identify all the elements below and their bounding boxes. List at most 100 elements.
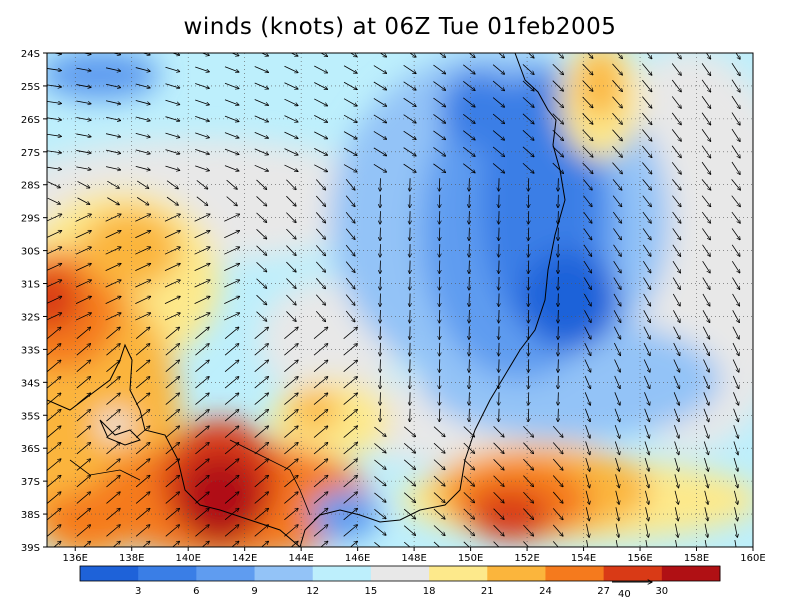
wind-arrow	[224, 263, 239, 272]
wind-arrow	[673, 392, 679, 405]
wind-arrow	[374, 443, 386, 452]
wind-arrow	[315, 179, 325, 190]
wind-arrow	[613, 293, 621, 306]
wind-vectors	[47, 53, 741, 547]
wind-arrow	[47, 280, 61, 288]
wind-arrow	[284, 409, 298, 422]
wind-arrow	[645, 490, 648, 505]
wind-arrow	[135, 459, 150, 471]
lat-tick-label: 32S	[21, 312, 40, 323]
wind-arrow	[254, 344, 269, 356]
wind-arrow	[47, 263, 61, 271]
wind-arrow	[673, 310, 680, 322]
colorbar-swatch	[370, 566, 430, 581]
wind-arrow	[76, 344, 91, 356]
colorbar-swatch	[254, 566, 314, 581]
wind-arrow	[498, 53, 504, 58]
wind-arrow	[612, 211, 621, 223]
wind-arrow	[642, 63, 652, 76]
wind-arrow	[583, 260, 592, 273]
wind-arrow	[224, 344, 239, 356]
wind-arrow	[582, 113, 593, 124]
wind-arrow	[254, 475, 269, 488]
wind-arrow	[195, 426, 209, 438]
wind-arrow	[284, 492, 298, 504]
lon-tick-label: 156E	[627, 553, 652, 564]
colorbar-label: 9	[251, 586, 257, 597]
wind-arrow	[256, 261, 267, 272]
wind-arrow	[135, 377, 150, 389]
wind-arrow	[552, 491, 563, 503]
wind-arrow	[286, 311, 296, 321]
wind-arrow	[493, 524, 504, 536]
wind-arrow	[613, 310, 621, 322]
wind-arrow	[76, 492, 91, 504]
wind-arrow	[315, 245, 325, 255]
wind-arrow	[76, 166, 91, 170]
wind-arrow	[583, 293, 591, 306]
wind-arrow	[142, 541, 150, 547]
wind-arrow	[731, 195, 741, 207]
wind-arrow	[313, 492, 328, 504]
wind-arrow	[194, 247, 210, 255]
lat-tick-label: 30S	[21, 247, 40, 258]
latitude-labels: 24S 25S 26S 27S 28S 29S 30S 31S 32S 33S 34S 35S 36S 3…	[21, 49, 47, 554]
wind-arrow	[76, 475, 91, 488]
wind-arrow	[733, 490, 737, 505]
reference-vector-label: 40	[618, 589, 631, 600]
wind-arrow	[254, 66, 269, 73]
wind-arrow	[47, 360, 61, 372]
wind-arrow	[701, 112, 711, 125]
wind-arrow	[254, 115, 269, 122]
wind-arrow	[343, 459, 358, 471]
wind-arrow	[701, 96, 711, 108]
lon-tick-label: 140E	[175, 553, 200, 564]
colorbar-label: 27	[597, 586, 610, 597]
wind-arrow	[584, 310, 591, 322]
wind-arrow	[47, 181, 61, 188]
colorbar-label: 21	[481, 586, 494, 597]
wind-arrow	[615, 540, 618, 547]
wind-arrow	[165, 442, 180, 455]
wind-arrow	[313, 377, 328, 389]
wind-arrow	[612, 63, 622, 75]
wind-arrow	[433, 163, 445, 173]
lat-tick-label: 25S	[21, 82, 40, 93]
wind-arrow	[313, 327, 328, 340]
colorbar-swatch	[429, 566, 488, 581]
wind-arrow	[552, 508, 563, 519]
wind-arrow	[256, 311, 267, 322]
wind-arrow	[345, 195, 355, 207]
wind-arrow	[106, 442, 120, 455]
colorbar: 3 6 9 12 15 18 21 24 27 30	[79, 565, 721, 597]
plot-frame	[46, 52, 754, 548]
wind-arrow	[313, 475, 328, 488]
wind-arrow	[701, 161, 711, 174]
wind-arrow	[552, 146, 564, 157]
wind-arrow	[314, 65, 327, 73]
wind-arrow	[343, 114, 357, 122]
wind-arrow	[463, 113, 475, 123]
wind-arrow	[734, 507, 738, 521]
wind-arrow	[612, 162, 622, 174]
wind-arrow	[135, 116, 151, 121]
wind-arrow	[463, 81, 475, 90]
wind-arrow	[224, 377, 239, 389]
wind-arrow	[315, 261, 325, 272]
wind-arrow	[613, 277, 621, 290]
wind-arrow	[613, 244, 622, 257]
wind-arrow	[106, 492, 120, 504]
wind-arrow	[256, 278, 267, 289]
wind-arrow	[379, 53, 387, 57]
wind-arrow	[615, 474, 620, 488]
longitude-labels: 136E 138E 140E 142E 144E 146E 148E 150E 152E 154E…	[63, 547, 766, 564]
lat-tick-label: 29S	[21, 214, 40, 225]
wind-arrow	[256, 229, 267, 239]
wind-arrow	[314, 131, 327, 139]
wind-arrow	[615, 490, 619, 505]
wind-arrow	[703, 424, 709, 438]
wind-arrow	[583, 179, 592, 190]
wind-arrow	[194, 214, 210, 222]
wind-arrow	[286, 245, 296, 256]
wind-arrow	[47, 492, 61, 504]
